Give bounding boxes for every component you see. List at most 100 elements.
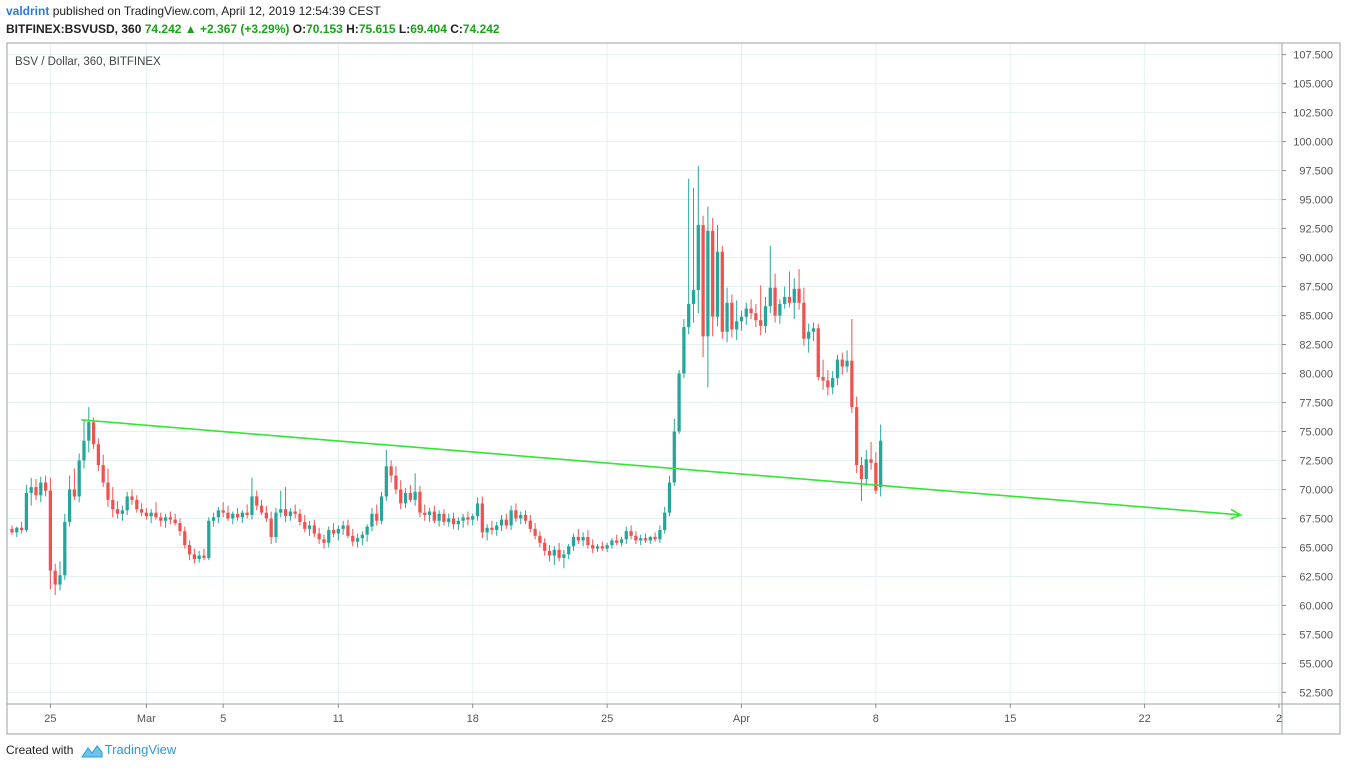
candle-body [125,496,129,511]
candle-body [816,328,820,377]
price-tick-label: 75.000 [1299,426,1333,438]
candle-body [778,303,782,316]
candle [250,477,254,520]
candle-body [63,521,67,576]
close-value: 74.242 [462,22,500,36]
ohlc-header: BITFINEX:BSVUSD, 360 74.242 ▲ +2.367 (+3… [6,22,500,36]
candle-body [365,526,369,535]
candle [485,524,489,541]
time-axis[interactable]: 25 Mar 5 11 18 25 Apr 8 15 22 2 [44,704,1282,725]
candle-body [226,512,230,519]
candle-body [283,509,288,517]
candle-body [869,459,873,463]
candle-body [379,496,384,521]
high-value: 75.615 [358,22,396,36]
candle [149,509,153,524]
price-tick-label: 55.000 [1299,658,1333,670]
candle-body [43,482,48,491]
candle-body [389,466,393,476]
candle-body [490,527,494,531]
candle [749,299,753,319]
candle [384,450,388,502]
price-change: +2.367 (+3.29%) [200,22,290,36]
price-tick-label: 95.000 [1299,195,1333,207]
price-tick-label: 105.000 [1293,79,1333,91]
candle [279,490,283,518]
candle [879,424,883,497]
candle-body [783,296,787,304]
candle [538,531,542,548]
candle [643,533,648,543]
candle-body [691,290,696,304]
candle-body [624,531,628,540]
candle [226,505,230,521]
candle [648,535,652,544]
candle-body [749,308,753,314]
candle-body [586,537,590,546]
candle [351,528,355,547]
candle-body [634,535,638,541]
candle-body [696,225,700,291]
candle-body [533,528,537,536]
candle-body [504,519,508,526]
candle-body [432,511,436,521]
candle [855,396,859,474]
price-axis[interactable]: 52.500 55.000 57.500 60.000 62.500 65.000 67.5… [1281,43,1333,734]
candle-body [754,313,758,321]
candle-body [39,482,43,496]
candle-body [547,550,552,556]
candle [274,508,278,543]
candle-body [557,549,561,558]
candle [615,534,619,546]
candle-body [303,521,307,529]
candle [192,548,197,564]
candle [591,539,595,554]
candle [639,534,643,546]
candle [115,501,120,519]
candle-body [72,489,77,497]
candle-body [91,422,96,445]
candle [91,417,96,449]
author-link[interactable]: valdrint [6,4,50,18]
candle-body [591,545,595,549]
candle [480,496,484,539]
price-tick-label: 52.500 [1299,687,1333,699]
candle-body [456,520,460,525]
candle-body [619,539,624,543]
time-tick-label: 18 [467,713,479,725]
candle [240,510,244,524]
candle-body [792,288,796,303]
candle-body [67,489,72,522]
candle [696,165,700,314]
candles [10,165,883,595]
trendline[interactable] [81,419,1241,516]
candle-body [495,525,499,531]
candle [106,468,110,507]
candle-body [874,462,878,491]
candle-body [461,517,465,521]
tradingview-brand[interactable]: TradingView [104,742,177,757]
candle-body [135,499,139,510]
candle [139,503,144,517]
candle-body [346,525,350,536]
candle-body [322,539,326,543]
candle [667,475,672,517]
candle [691,187,696,323]
chart-legend: BSV / Dollar, 360, BITFINEX [15,56,161,68]
candle [859,456,864,502]
candle [658,525,662,543]
candle-body [139,509,144,513]
candle-body [653,537,657,540]
candle-body [811,328,816,332]
candle-body [840,359,844,367]
candle-body [859,465,864,480]
candle-body [264,512,268,519]
candle-body [34,487,38,496]
candle [34,479,38,500]
price-tick-label: 87.500 [1299,282,1333,294]
candle [787,271,792,308]
candle [557,542,561,562]
candle-body [274,512,278,538]
candle [634,531,638,544]
